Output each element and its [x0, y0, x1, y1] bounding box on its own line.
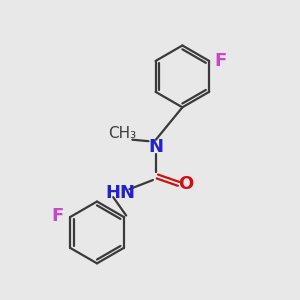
- Text: O: O: [178, 175, 193, 193]
- Text: HN: HN: [106, 184, 136, 202]
- Text: F: F: [52, 206, 64, 224]
- Text: N: N: [148, 138, 164, 156]
- Text: CH₃: CH₃: [108, 126, 136, 141]
- Text: F: F: [214, 52, 227, 70]
